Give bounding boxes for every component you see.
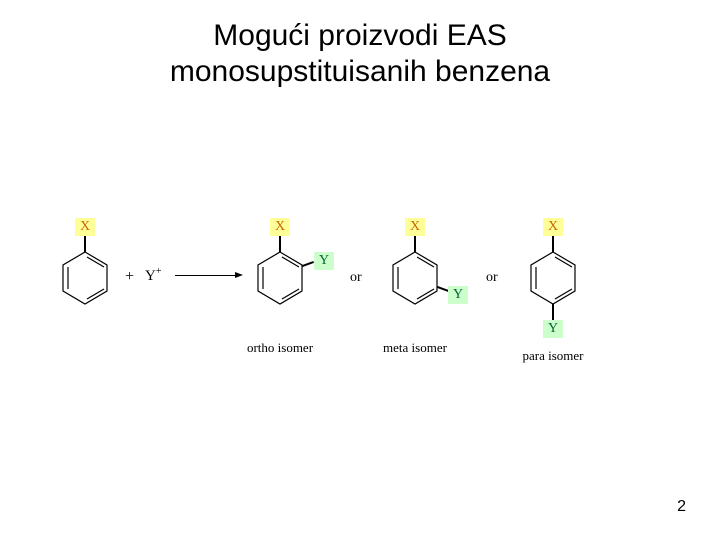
plus-sign: + (125, 268, 134, 286)
ortho-isomer-label: ortho isomer (235, 340, 325, 356)
title-line-2: monosupstituisanih benzena (170, 55, 550, 88)
meta-x-label: X (405, 218, 425, 236)
page-number: 2 (677, 498, 686, 516)
reactant-x-label: X (75, 218, 95, 236)
or-label-1: or (350, 270, 362, 286)
electrophile-y: Y (145, 268, 156, 284)
para-y-label: Y (543, 320, 563, 338)
meta-x-bond (414, 236, 416, 252)
para-isomer-label: para isomer (508, 348, 598, 364)
ortho-y-label: Y (314, 252, 334, 270)
ortho-x-bond (279, 236, 281, 252)
para-y-bond (552, 304, 554, 320)
ortho-x-label: X (270, 218, 290, 236)
meta-ring (390, 250, 440, 306)
para-x-label: X (543, 218, 563, 236)
electrophile-label: Y+ (145, 266, 161, 285)
reaction-arrow-head (235, 272, 243, 278)
ortho-ring (255, 250, 305, 306)
para-ring (528, 250, 578, 306)
meta-isomer-label: meta isomer (370, 340, 460, 356)
para-x-bond (552, 236, 554, 252)
page-title: Mogući proizvodi EAS monosupstituisanih … (0, 0, 720, 90)
reaction-arrow (175, 275, 237, 276)
title-line-1: Mogući proizvodi EAS (213, 19, 506, 52)
reactant-x-bond (84, 236, 86, 252)
meta-y-label: Y (448, 286, 468, 304)
reaction-diagram: X + Y+ X Y ortho isomer or X Y meta isom… (50, 230, 670, 390)
electrophile-charge: + (156, 266, 162, 277)
reactant-ring (60, 250, 110, 306)
or-label-2: or (486, 270, 498, 286)
